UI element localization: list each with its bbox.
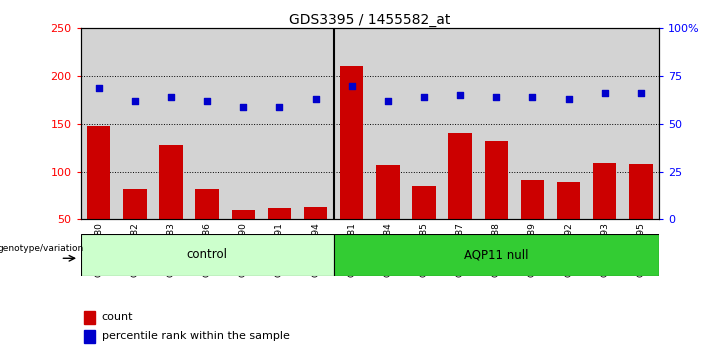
Point [382,98,393,104]
Bar [449,132,472,219]
Bar [484,141,508,219]
Bar [557,182,580,219]
Title: GDS3395 / 1455582_at: GDS3395 / 1455582_at [289,13,451,27]
Bar [196,189,219,219]
FancyBboxPatch shape [81,234,334,276]
Bar [376,165,400,219]
Point [563,96,574,102]
Point [346,83,358,88]
Bar [304,207,327,219]
Bar [231,210,255,219]
Bar [521,180,544,219]
Point [201,98,212,104]
Point [274,104,285,109]
Text: percentile rank within the sample: percentile rank within the sample [102,331,290,341]
Bar [340,65,363,219]
Point [93,85,104,90]
Point [491,94,502,100]
Bar [84,330,95,343]
Bar [412,186,436,219]
Point [165,94,177,100]
FancyBboxPatch shape [334,234,659,276]
Bar [87,126,111,219]
Bar [159,145,183,219]
Point [418,94,430,100]
Bar [268,208,291,219]
Bar [123,189,147,219]
Point [599,91,611,96]
Bar [84,311,95,324]
Text: count: count [102,312,133,322]
Text: AQP11 null: AQP11 null [464,249,529,261]
Text: genotype/variation: genotype/variation [0,244,83,253]
Bar [593,163,616,219]
Bar [629,164,653,219]
Point [635,91,646,96]
Point [310,96,321,102]
Point [129,98,140,104]
Point [238,104,249,109]
Point [454,92,465,98]
Point [527,94,538,100]
Text: control: control [186,249,228,261]
